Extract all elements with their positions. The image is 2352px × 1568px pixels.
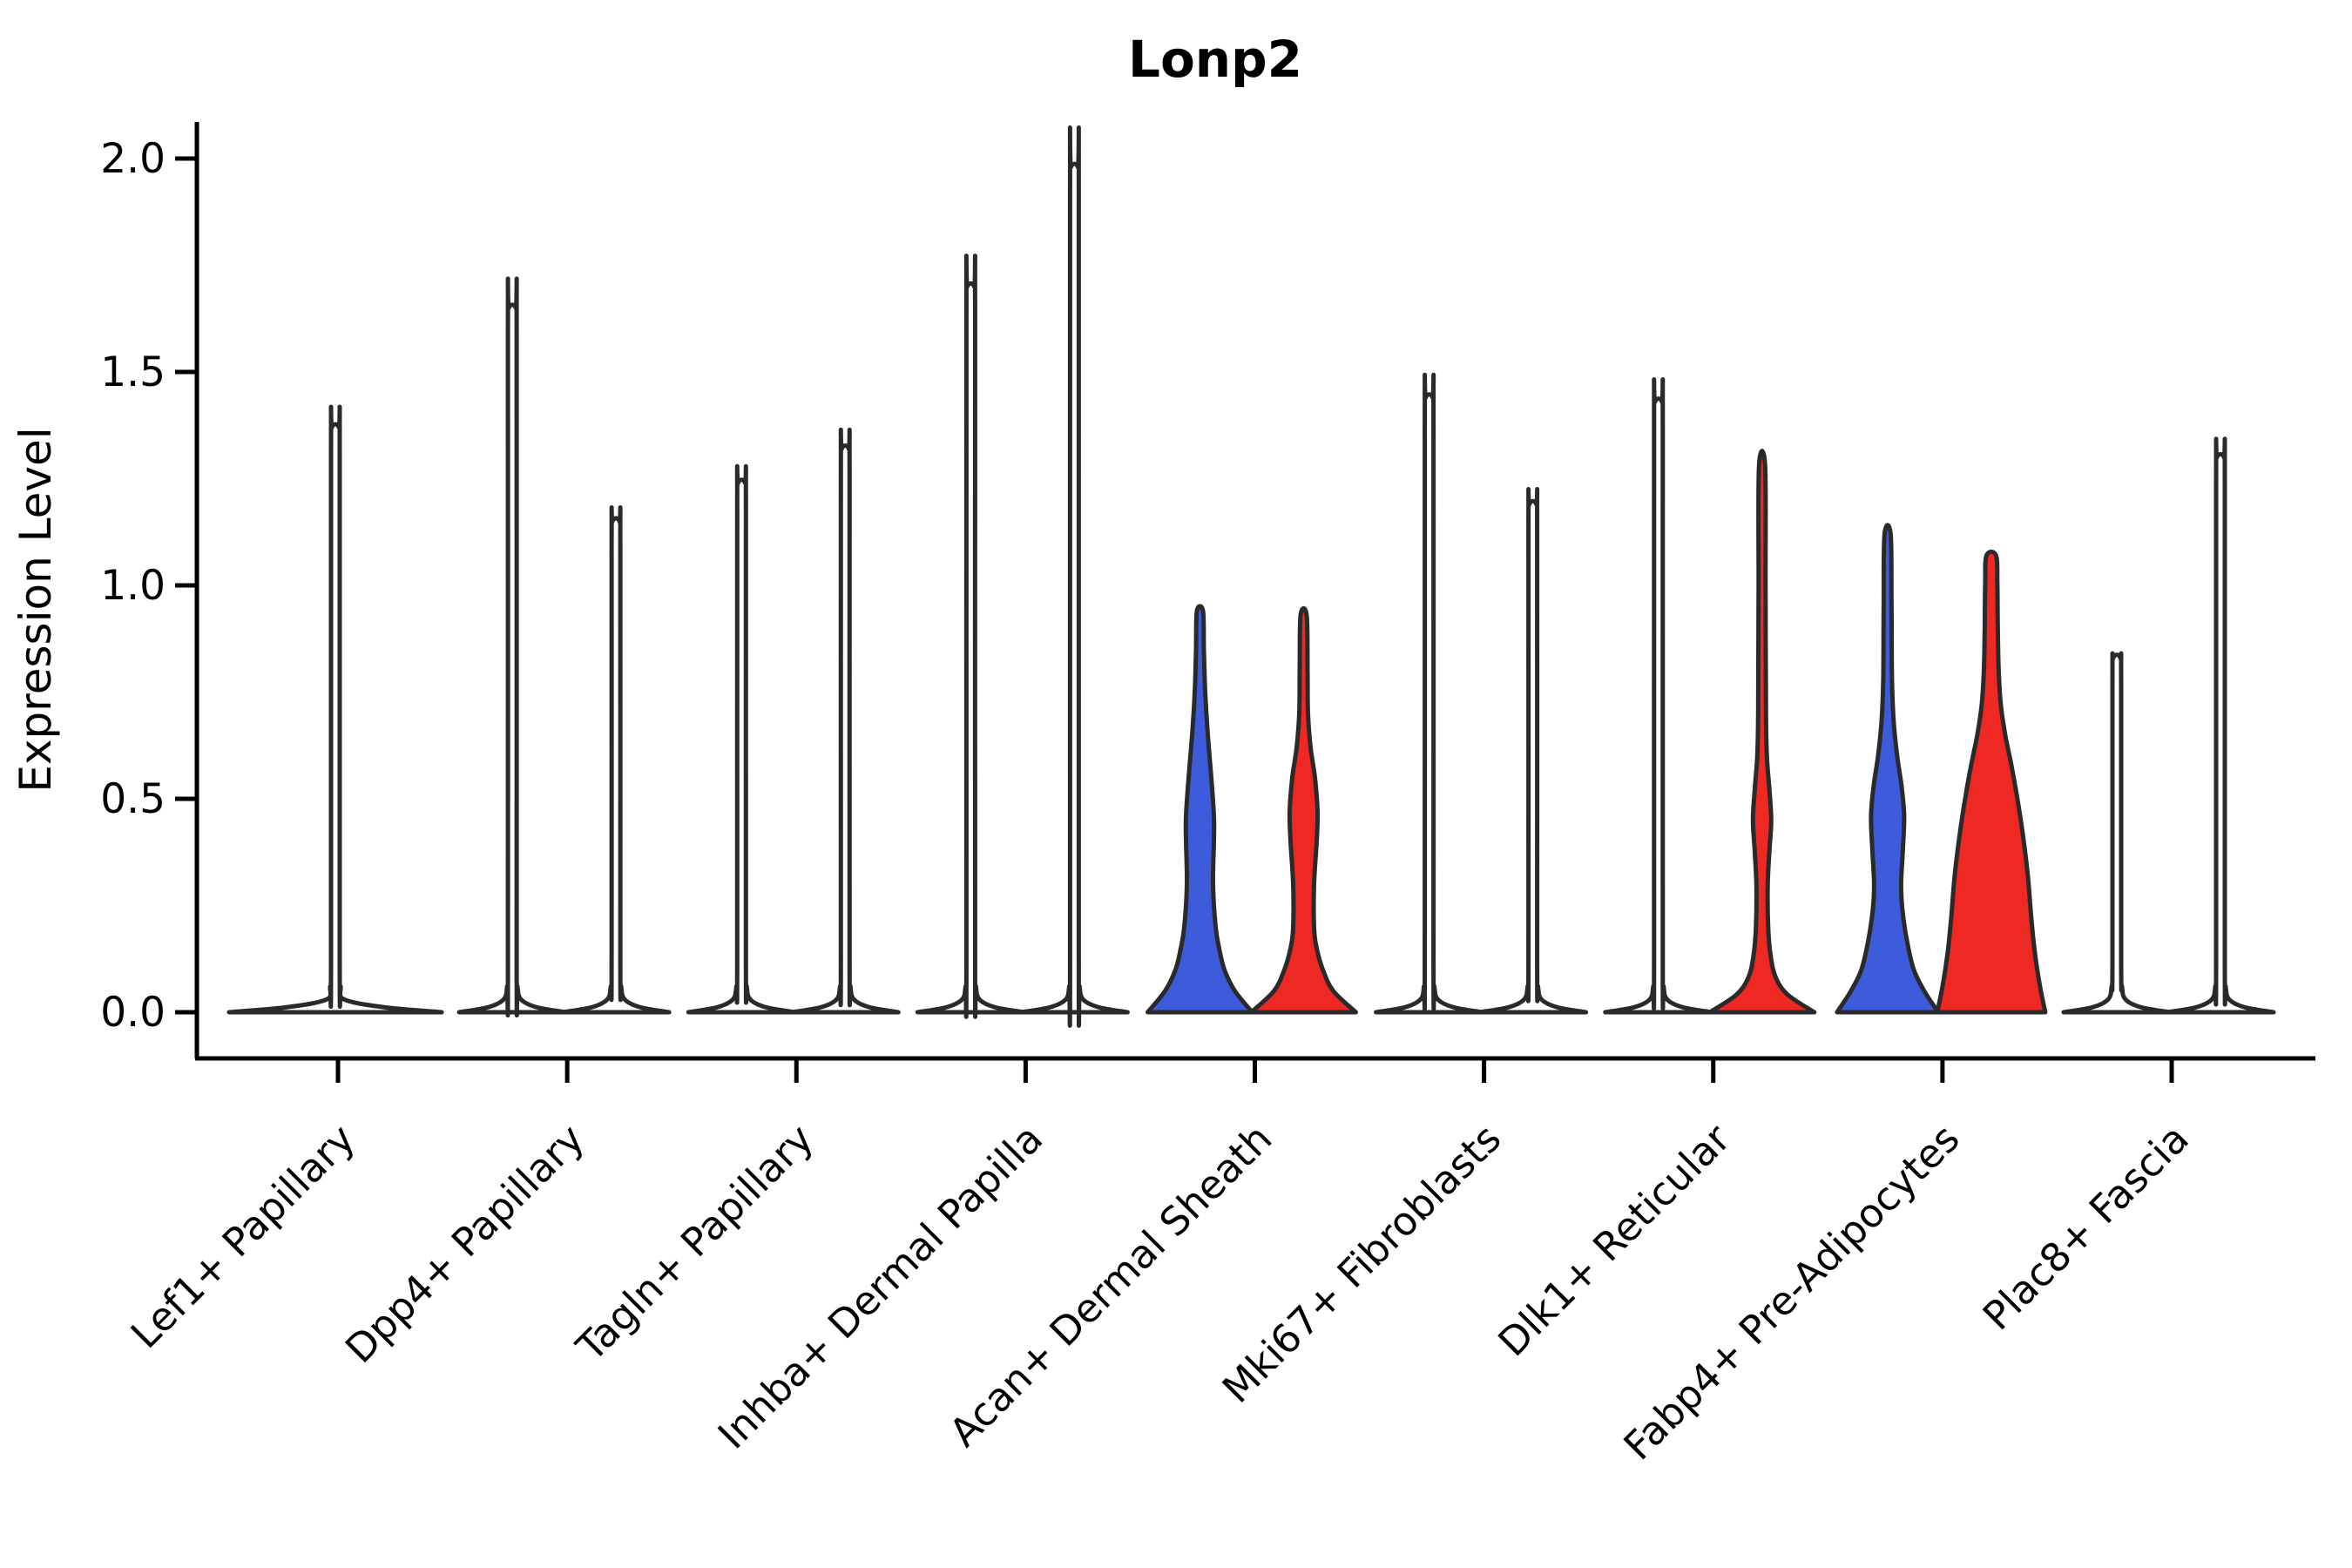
x-tick-label-tagln-papillary: Tagln+ Papillary xyxy=(567,1115,822,1370)
violin-fabp4-pre-adipocytes-left xyxy=(1835,523,1941,1015)
violin-dlk1-reticular-right xyxy=(1707,449,1817,1015)
violins-layer xyxy=(226,125,2276,1028)
violin-mki67-fibroblasts-left xyxy=(1374,372,1485,1015)
y-tick-labels: 0.0 0.5 1.0 1.5 2.0 xyxy=(100,135,166,1037)
violin-dpp4-papillary-right xyxy=(560,505,672,1015)
violin-mki67-fibroblasts-right xyxy=(1477,487,1589,1015)
x-tick-label-dpp4-papillary: Dpp4+ Papillary xyxy=(336,1115,593,1372)
y-tick-label: 0.5 xyxy=(100,775,166,823)
x-tick-label-dlk1-reticular: Dlk1+ Reticular xyxy=(1490,1115,1740,1365)
violin-inhba-dermal-papilla-right xyxy=(1018,125,1130,1028)
y-tick-label: 0.0 xyxy=(100,989,166,1037)
violin-tagln-papillary-left xyxy=(686,463,797,1015)
violin-dpp4-papillary-left xyxy=(456,276,568,1018)
y-tick-label: 1.0 xyxy=(100,562,166,610)
violin-lef1-papillary-center xyxy=(226,404,444,1015)
violin-inhba-dermal-papilla-left xyxy=(915,253,1026,1019)
violin-tagln-papillary-right xyxy=(789,427,901,1015)
x-tick-label-plac8-fascia: Plac8+ Fascia xyxy=(1974,1115,2198,1339)
violin-dlk1-reticular-left xyxy=(1603,377,1714,1015)
violin-plac8-fascia-right xyxy=(2165,436,2276,1015)
x-tick-label-lef1-papillary: Lef1+ Papillary xyxy=(122,1115,364,1357)
violin-acan-dermal-sheath-left xyxy=(1146,604,1254,1015)
violin-plac8-fascia-left xyxy=(2061,651,2173,1015)
axes-layer xyxy=(175,122,2315,1083)
y-tick-label: 1.5 xyxy=(100,348,166,396)
chart-title: Lonp2 xyxy=(1128,30,1302,89)
y-tick-label: 2.0 xyxy=(100,135,166,183)
violin-fabp4-pre-adipocytes-right xyxy=(1935,549,2048,1015)
y-axis-label: Expression Level xyxy=(10,427,61,792)
violin-acan-dermal-sheath-right xyxy=(1249,605,1358,1015)
